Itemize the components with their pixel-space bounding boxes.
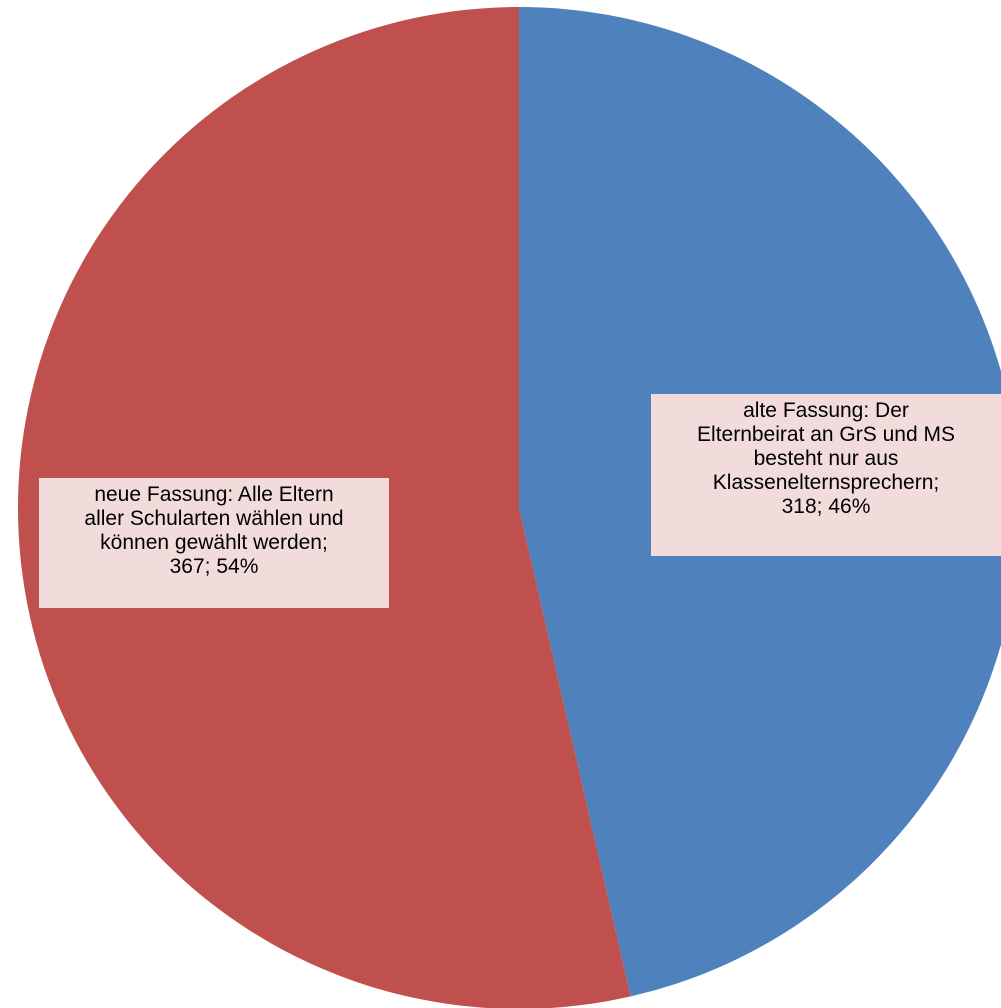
data-label-line: können gewählt werden;	[45, 531, 383, 555]
data-label-line: Elternbeirat an GrS und MS	[657, 423, 995, 447]
data-label-line: neue Fassung: Alle Eltern	[45, 483, 383, 507]
data-label-value: 318; 46%	[657, 495, 995, 519]
data-label-neue-fassung: neue Fassung: Alle Eltern aller Schulart…	[39, 478, 389, 608]
data-label-line: besteht nur aus	[657, 447, 995, 471]
data-label-line: alte Fassung: Der	[657, 399, 995, 423]
data-label-line: Klassenelternsprechern;	[657, 471, 995, 495]
data-label-alte-fassung: alte Fassung: Der Elternbeirat an GrS un…	[651, 394, 1001, 556]
data-label-line: aller Schularten wählen und	[45, 507, 383, 531]
data-label-value: 367; 54%	[45, 555, 383, 579]
